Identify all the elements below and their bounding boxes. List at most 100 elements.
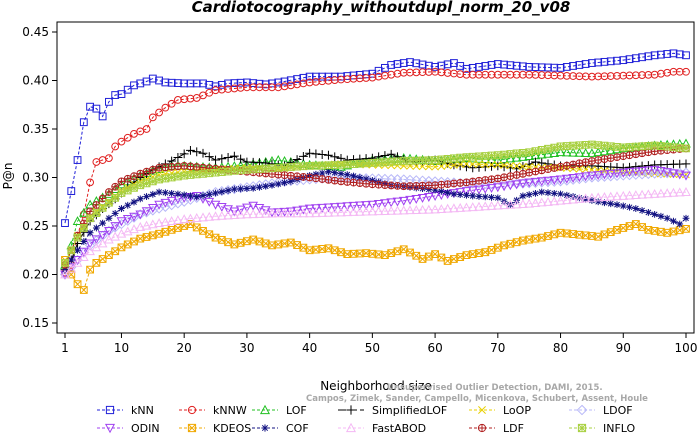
- x-tick-label: 100: [675, 341, 698, 355]
- data-point: [342, 202, 353, 212]
- data-point: [136, 169, 145, 178]
- data-point: [531, 70, 540, 79]
- data-point: [318, 169, 326, 177]
- data-point: [626, 203, 633, 211]
- data-point: [280, 77, 289, 86]
- data-point: [285, 208, 296, 218]
- data-point: [512, 171, 521, 179]
- data-point: [624, 168, 635, 178]
- data-point: [657, 212, 665, 220]
- data-point: [160, 198, 171, 208]
- data-point: [462, 251, 471, 259]
- data-point: [312, 72, 320, 81]
- legend-item-loop: LoOP: [469, 404, 531, 417]
- data-point: [355, 179, 364, 187]
- data-point: [574, 193, 585, 203]
- data-point: [519, 236, 527, 245]
- series-fastabod: [60, 186, 691, 279]
- data-point: [73, 156, 82, 164]
- data-point: [78, 207, 89, 217]
- data-point: [499, 200, 509, 210]
- legend-item-lof: LOF: [252, 404, 307, 417]
- data-point: [374, 180, 383, 189]
- data-point: [324, 150, 333, 160]
- data-point: [562, 63, 571, 71]
- data-point: [311, 208, 321, 218]
- data-point: [224, 167, 232, 176]
- data-point: [236, 154, 246, 164]
- data-point: [456, 253, 465, 261]
- y-tick-label: 0.35: [22, 122, 49, 136]
- data-point: [111, 142, 120, 151]
- data-point: [117, 137, 126, 146]
- data-point: [481, 62, 490, 70]
- y-tick-label: 0.20: [22, 268, 49, 282]
- data-point: [593, 171, 604, 181]
- data-point: [186, 162, 195, 171]
- data-point: [318, 175, 327, 183]
- data-point: [135, 221, 146, 231]
- data-point: [474, 185, 484, 195]
- data-point: [462, 64, 471, 73]
- data-point: [588, 157, 596, 165]
- data-point: [123, 133, 132, 142]
- data-point: [72, 216, 83, 226]
- data-point: [218, 188, 226, 196]
- data-point: [148, 177, 157, 186]
- data-point: [299, 173, 308, 181]
- data-point: [217, 168, 226, 176]
- data-point: [481, 160, 490, 169]
- data-point: [387, 181, 396, 190]
- data-point: [556, 71, 565, 80]
- data-point: [78, 251, 89, 261]
- data-point: [519, 169, 527, 178]
- y-tick-label: 0.45: [22, 25, 49, 39]
- data-point: [423, 204, 434, 214]
- data-point: [612, 169, 622, 179]
- data-point: [92, 258, 101, 267]
- data-point: [174, 172, 182, 181]
- data-point: [105, 405, 115, 415]
- data-point: [141, 207, 152, 217]
- data-point: [242, 203, 252, 213]
- data-point: [587, 148, 597, 158]
- data-point: [544, 71, 552, 80]
- data-point: [86, 229, 94, 237]
- data-point: [637, 189, 647, 199]
- data-point: [110, 222, 121, 232]
- data-point: [638, 71, 646, 79]
- data-point: [148, 74, 157, 83]
- data-point: [110, 231, 121, 241]
- legend-label: FastABOD: [372, 422, 426, 434]
- data-point: [562, 161, 571, 170]
- data-point: [205, 169, 214, 178]
- data-point: [73, 233, 82, 242]
- data-point: [130, 81, 138, 90]
- data-point: [417, 193, 428, 203]
- data-point: [550, 63, 559, 72]
- data-point: [467, 202, 478, 212]
- data-point: [323, 203, 334, 213]
- data-point: [455, 161, 465, 171]
- data-point: [286, 171, 295, 180]
- data-point: [236, 78, 245, 87]
- data-point: [575, 165, 584, 173]
- data-point: [217, 154, 227, 164]
- data-point: [330, 176, 339, 185]
- data-point: [166, 196, 177, 206]
- data-point: [380, 199, 390, 209]
- data-point: [361, 201, 371, 211]
- data-point: [173, 153, 183, 162]
- data-point: [292, 208, 302, 218]
- data-point: [417, 204, 428, 214]
- data-point: [330, 246, 339, 255]
- data-point: [324, 176, 333, 184]
- data-point: [657, 50, 665, 59]
- data-point: [411, 205, 422, 214]
- data-point: [550, 143, 559, 152]
- data-point: [538, 188, 546, 196]
- data-point: [223, 205, 233, 215]
- x-tick-label: 40: [302, 341, 317, 355]
- data-point: [98, 194, 107, 203]
